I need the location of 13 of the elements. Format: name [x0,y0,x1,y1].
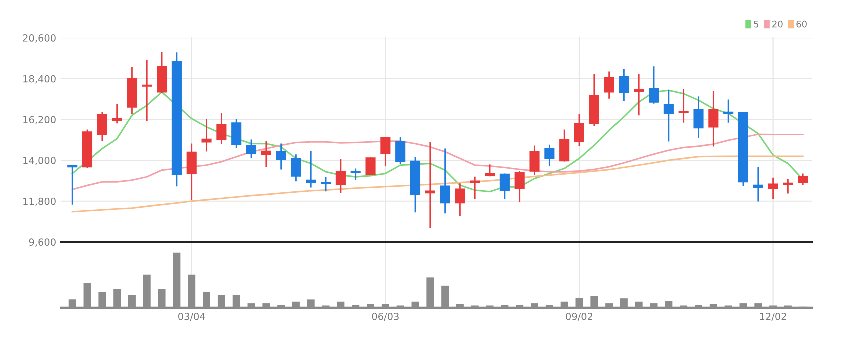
x-tick-label: 12/02 [760,312,786,322]
legend-label: 60 [796,20,807,28]
legend-label: 5 [754,21,758,28]
y-tick-label: 11,800 [24,198,56,206]
y-tick-label: 18,400 [24,75,56,84]
x-tick-label: 06/03 [372,312,399,322]
x-tick-label: 03/04 [178,312,206,322]
y-tick-label: 14,000 [24,157,56,166]
y-tick-label: 16,200 [24,116,56,125]
legend-label: 20 [772,20,783,28]
y-tick-label: 20,600 [23,34,56,43]
x-tick-label: 09/02 [566,312,593,322]
y-tick-label: 9,600 [29,238,56,248]
